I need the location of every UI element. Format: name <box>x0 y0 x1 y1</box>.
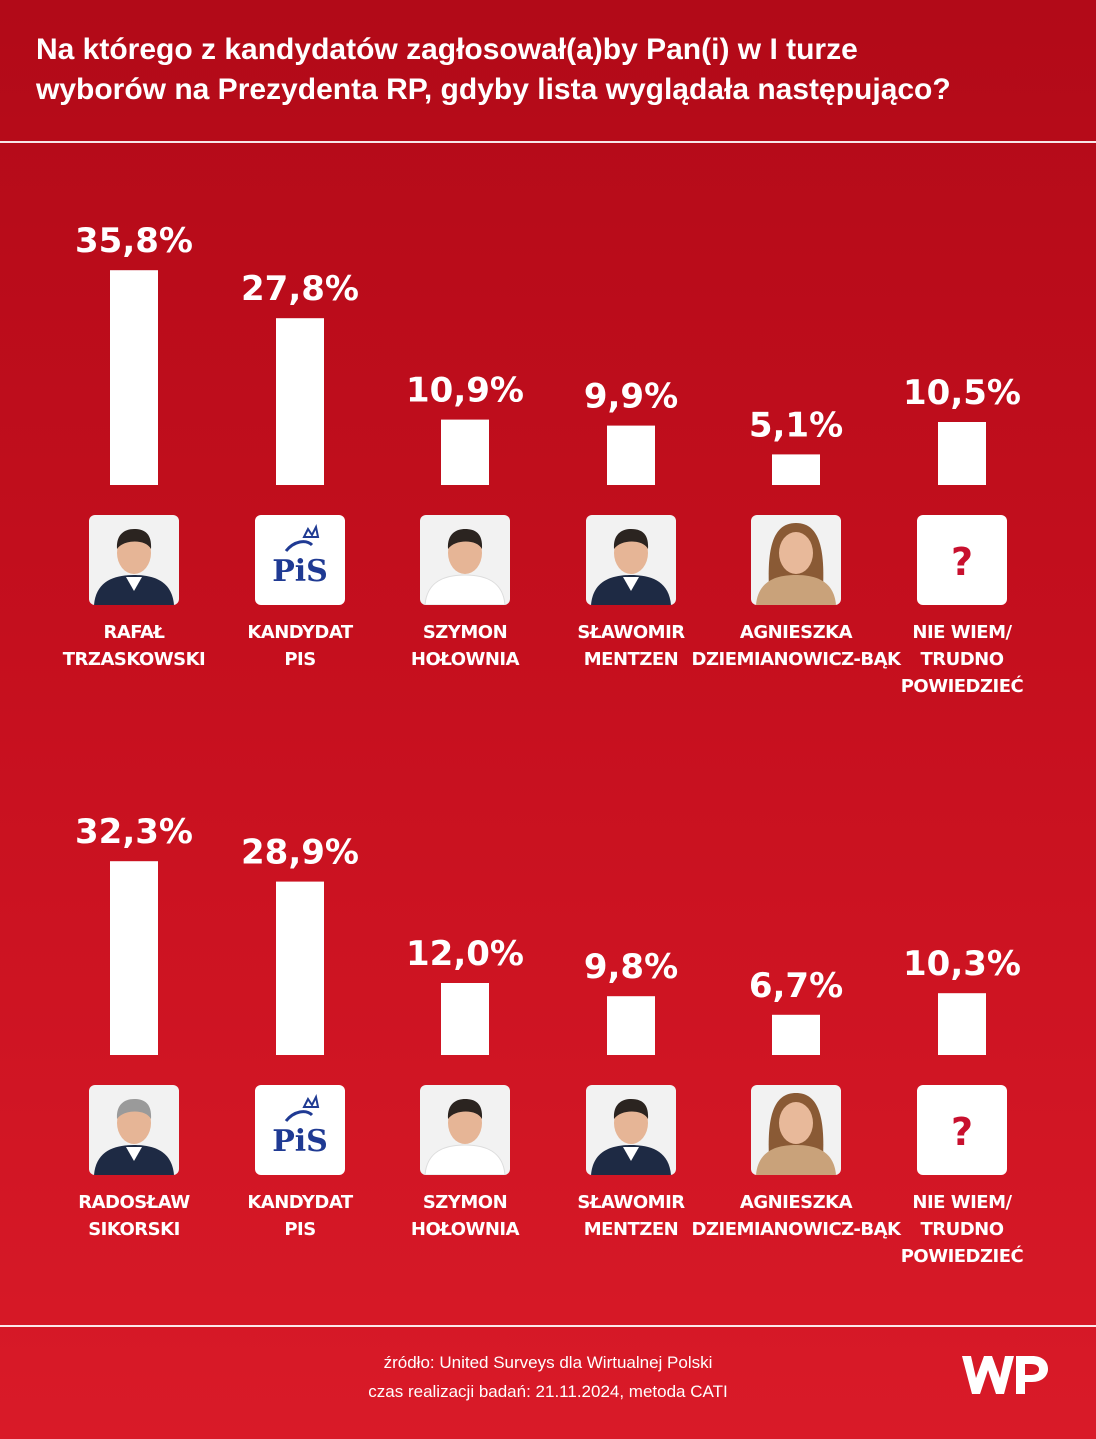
category-label-6-line-1: NIE WIEM/ <box>912 1192 1012 1213</box>
body-shape <box>424 1144 506 1175</box>
bar-5 <box>772 1014 820 1055</box>
body-shape <box>756 575 836 605</box>
category-label-6-line-1: NIE WIEM/ <box>912 622 1012 643</box>
face-shape <box>779 1102 813 1144</box>
category-label-1-line-2: SIKORSKI <box>88 1219 180 1240</box>
hair-shape <box>613 529 649 549</box>
category-label-6-line-2: TRUDNO <box>920 649 1003 670</box>
category-label-4-line-2: MENTZEN <box>584 649 678 670</box>
hair-shape <box>447 529 483 549</box>
pis-logo-icon: PiS <box>255 1085 345 1175</box>
bottom-divider <box>0 1325 1096 1327</box>
bar-4 <box>607 425 655 485</box>
category-label-1-line-1: RAFAŁ <box>103 622 165 643</box>
value-label-6: 10,5% <box>903 373 1021 413</box>
chart-title: Na którego z kandydatów zagłosował(a)by … <box>36 33 951 106</box>
value-label-3: 10,9% <box>406 371 524 411</box>
pis-logo-text: PiS <box>272 1124 328 1159</box>
shirt-shape <box>623 1147 639 1161</box>
bar-4 <box>607 996 655 1055</box>
icon-frame <box>917 1085 1007 1175</box>
bar-3 <box>441 419 489 485</box>
value-label-5: 6,7% <box>749 966 843 1006</box>
shirt-shape <box>623 577 639 591</box>
category-label-6-line-3: POWIEDZIEĆ <box>901 1245 1024 1267</box>
category-label-3-line-2: HOŁOWNIA <box>411 649 520 670</box>
wp-logo <box>962 1356 1048 1394</box>
category-label-4-line-1: SŁAWOMIR <box>577 622 685 643</box>
source-text: źródło: United Surveys dla Wirtualnej Po… <box>383 1353 713 1372</box>
category-label-6-line-3: POWIEDZIEĆ <box>901 675 1024 697</box>
crown-shape <box>302 1093 320 1108</box>
question-mark-text: ? <box>951 540 973 584</box>
category-label-3-line-1: SZYMON <box>423 1192 507 1213</box>
hair-shape <box>447 1099 483 1119</box>
value-label-5: 5,1% <box>749 405 843 445</box>
shirt-shape <box>126 1147 142 1161</box>
icon-frame <box>917 515 1007 605</box>
category-label-2-line-2: PIS <box>284 649 315 670</box>
chart-round-1: 35,8% RAFAŁ TRZASKOWSKI 27,8% PiS KANDYDAT PIS… <box>63 221 1024 697</box>
category-label-4-line-1: SŁAWOMIR <box>577 1192 685 1213</box>
value-label-2: 27,8% <box>241 269 359 309</box>
category-label-2-line-1: KANDYDAT <box>247 1192 354 1213</box>
question-mark-icon: ? <box>917 1085 1007 1175</box>
shirt-shape <box>126 577 142 591</box>
face-shape <box>779 532 813 574</box>
category-label-5-line-2: DZIEMIANOWICZ-BĄK <box>692 1219 903 1240</box>
category-label-6-line-2: TRUDNO <box>920 1219 1003 1240</box>
value-label-3: 12,0% <box>406 934 524 974</box>
eagle-shape <box>284 1110 314 1122</box>
category-label-5-line-2: DZIEMIANOWICZ-BĄK <box>692 649 903 670</box>
crown-shape <box>302 523 320 538</box>
bar-1 <box>110 861 158 1055</box>
category-label-3-line-2: HOŁOWNIA <box>411 1219 520 1240</box>
category-label-5-line-1: AGNIESZKA <box>740 622 853 643</box>
value-label-2: 28,9% <box>241 833 359 873</box>
date-method-text: czas realizacji badań: 21.11.2024, metod… <box>368 1382 728 1401</box>
icon-frame <box>255 515 345 605</box>
value-label-4: 9,8% <box>584 947 678 987</box>
value-label-1: 32,3% <box>75 812 193 852</box>
category-label-5-line-1: AGNIESZKA <box>740 1192 853 1213</box>
photo-dziemianowicz-bak-icon <box>751 1085 841 1175</box>
bar-2 <box>276 881 324 1055</box>
category-label-3-line-1: SZYMON <box>423 622 507 643</box>
icon-frame <box>255 1085 345 1175</box>
bar-1 <box>110 270 158 485</box>
bar-3 <box>441 983 489 1055</box>
body-shape <box>756 1145 836 1175</box>
photo-trzaskowski-icon <box>89 515 179 605</box>
pis-logo-icon: PiS <box>255 515 345 605</box>
photo-dziemianowicz-bak-icon <box>751 515 841 605</box>
category-label-1-line-2: TRZASKOWSKI <box>63 649 206 670</box>
bar-6 <box>938 422 986 485</box>
body-shape <box>424 574 506 605</box>
value-label-4: 9,9% <box>584 377 678 417</box>
category-label-4-line-2: MENTZEN <box>584 1219 678 1240</box>
photo-mentzen-icon <box>586 515 676 605</box>
photo-holownia-icon <box>420 1085 510 1175</box>
photo-holownia-icon <box>420 515 510 605</box>
pis-logo-text: PiS <box>272 554 328 589</box>
photo-sikorski-icon <box>89 1085 179 1175</box>
top-divider <box>0 141 1096 143</box>
category-label-1-line-1: RADOSŁAW <box>78 1192 190 1213</box>
eagle-shape <box>284 540 314 552</box>
question-mark-icon: ? <box>917 515 1007 605</box>
hair-shape <box>613 1099 649 1119</box>
question-mark-text: ? <box>951 1110 973 1154</box>
bar-5 <box>772 454 820 485</box>
hair-shape <box>116 529 152 549</box>
hair-shape <box>116 1099 152 1119</box>
chart-round-2: 32,3% RADOSŁAW SIKORSKI 28,9% PiS KANDYDAT PIS… <box>75 812 1024 1267</box>
photo-mentzen-icon <box>586 1085 676 1175</box>
value-label-1: 35,8% <box>75 221 193 261</box>
header: Na którego z kandydatów zagłosował(a)by … <box>0 0 1096 142</box>
bar-6 <box>938 993 986 1055</box>
category-label-2-line-2: PIS <box>284 1219 315 1240</box>
value-label-6: 10,3% <box>903 944 1021 984</box>
bar-2 <box>276 318 324 485</box>
category-label-2-line-1: KANDYDAT <box>247 622 354 643</box>
